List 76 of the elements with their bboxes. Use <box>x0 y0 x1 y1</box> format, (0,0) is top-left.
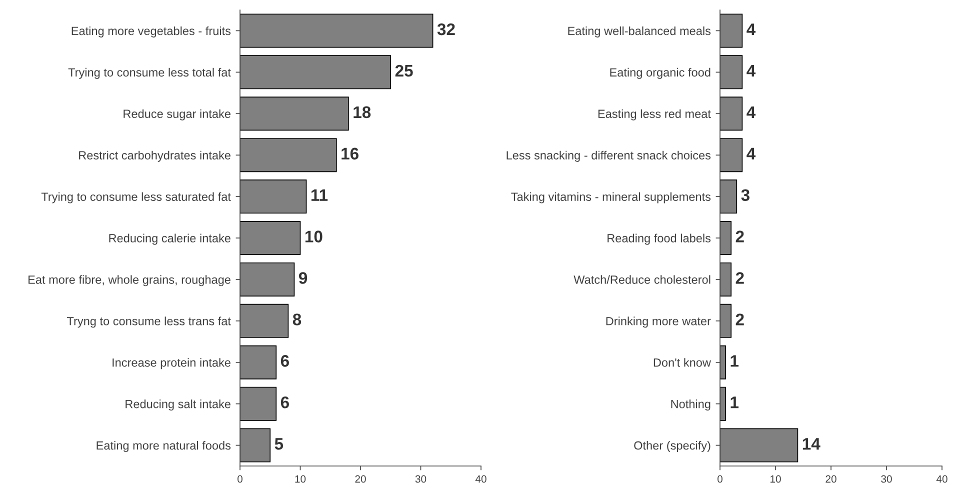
data-label: 2 <box>736 272 744 284</box>
y-tick-label: Reducing salt intake <box>126 400 230 411</box>
y-tick-label: Eating more natural foods <box>96 440 231 452</box>
bar <box>240 262 295 296</box>
x-tick-label: 0 <box>238 475 242 483</box>
bar <box>720 345 726 380</box>
data-label: 4 <box>746 106 756 118</box>
bar <box>720 304 732 338</box>
y-tick-label: Eating organic food <box>610 68 710 79</box>
bar <box>720 138 743 172</box>
data-label: 6 <box>280 355 289 367</box>
bar <box>720 221 732 255</box>
bar <box>720 180 738 214</box>
bar <box>240 55 392 90</box>
y-tick-label: Eating more vegetables - fruits <box>72 26 231 38</box>
data-label: 25 <box>395 64 413 77</box>
bar <box>240 138 337 172</box>
y-tick-label: Restrict carbohydrates intake <box>79 150 230 162</box>
y-tick-label: Trying to consume less total fat <box>68 68 231 79</box>
bar <box>240 304 289 338</box>
y-tick-label: Taking vitamins - mineral supplements <box>511 192 711 204</box>
data-label: 4 <box>746 24 756 36</box>
y-tick-label: Other (specify) <box>634 440 710 452</box>
y-tick-label: Trying to consume less saturated fat <box>41 192 231 204</box>
x-tick-label: 30 <box>881 475 892 483</box>
bar <box>240 14 434 48</box>
data-label: 4 <box>746 148 756 160</box>
data-label: 9 <box>298 272 308 284</box>
bar <box>240 345 277 380</box>
data-label: 16 <box>342 148 359 160</box>
bar <box>720 428 798 462</box>
x-tick-label: 0 <box>718 475 722 483</box>
y-tick-label: Less snacking - different snack choices <box>506 150 711 162</box>
bar <box>720 96 743 131</box>
x-tick-label: 30 <box>415 475 426 483</box>
y-tick-label: Eating well-balanced meals <box>568 26 711 38</box>
y-tick-label: Tryng to consume less trans fat <box>67 316 231 328</box>
bar <box>720 262 732 296</box>
x-tick-label: 10 <box>770 475 781 483</box>
y-tick-label: Watch/Reduce cholesterol <box>574 275 710 284</box>
bar <box>240 221 301 255</box>
x-tick-label: 20 <box>826 475 836 483</box>
x-tick-label: 20 <box>355 475 366 483</box>
bar <box>240 428 271 462</box>
y-tick-label: Eat more fibre, whole grains, roughage <box>28 275 230 286</box>
data-label: 3 <box>741 189 750 202</box>
y-tick-label: Nothing <box>671 400 710 411</box>
data-label: 1 <box>730 355 739 367</box>
y-tick-label: Reducing calerie intake <box>109 234 230 245</box>
bar <box>240 96 349 131</box>
data-label: 2 <box>736 230 744 242</box>
data-label: 5 <box>274 438 284 450</box>
data-label: 32 <box>437 23 455 36</box>
data-label: 1 <box>730 396 739 408</box>
data-label: 11 <box>311 189 328 201</box>
bar <box>720 55 743 90</box>
data-label: 14 <box>802 438 820 450</box>
x-tick-label: 40 <box>936 475 948 483</box>
y-tick-label: Increase protein intake <box>112 358 230 370</box>
bar <box>240 386 277 421</box>
bar <box>720 386 726 421</box>
data-label: 6 <box>280 396 289 408</box>
y-tick-label: Easting less red meat <box>598 109 711 120</box>
x-tick-label: 40 <box>475 475 486 483</box>
data-label: 4 <box>746 65 756 76</box>
x-tick-label: 10 <box>295 475 306 483</box>
y-tick-label: Don't know <box>654 358 712 367</box>
y-tick-label: Reduce sugar intake <box>124 109 230 120</box>
data-label: 18 <box>354 106 371 118</box>
data-label: 10 <box>305 230 322 242</box>
y-tick-label: Drinking more water <box>606 316 711 328</box>
bar <box>240 180 307 214</box>
bar <box>720 14 743 48</box>
data-label: 8 <box>292 314 302 326</box>
y-tick-label: Reading food labels <box>608 234 711 245</box>
data-label: 2 <box>736 314 744 326</box>
